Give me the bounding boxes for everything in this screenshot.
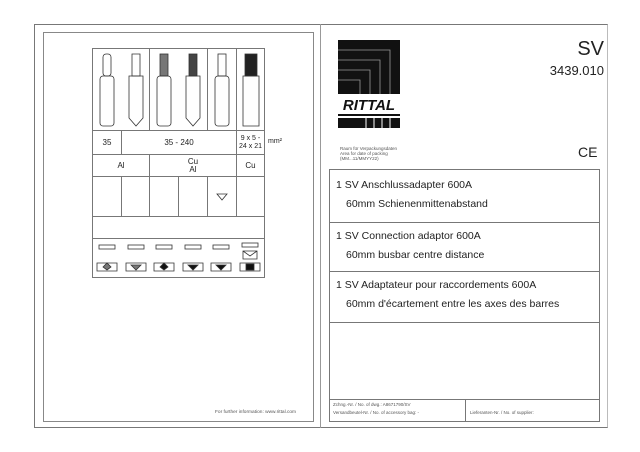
ce-mark: CE bbox=[578, 144, 598, 160]
contents-box: 1 SV Anschlussadapter 600A 60mm Schienen… bbox=[329, 169, 600, 422]
triangle-down-icon bbox=[216, 193, 228, 201]
empty-entry bbox=[330, 323, 599, 400]
conductor-image-sheathed bbox=[207, 48, 237, 131]
clamp-icon bbox=[96, 244, 118, 272]
entry-german: 1 SV Anschlussadapter 600A 60mm Schienen… bbox=[330, 170, 599, 223]
clamp-icon bbox=[153, 244, 175, 272]
product-title: SV bbox=[577, 38, 604, 60]
packing-note: Raum für Verpackungsdaten Area for date … bbox=[340, 146, 398, 161]
entry-line1: 1 SV Adaptateur pour raccordements 600A bbox=[336, 279, 537, 291]
empty-row bbox=[92, 216, 265, 239]
entry-french: 1 SV Adaptateur pour raccordements 600A … bbox=[330, 272, 599, 323]
empty-cell bbox=[207, 176, 237, 217]
conductor-images-cu-al bbox=[149, 48, 208, 131]
stranded-conductor-icons bbox=[156, 53, 201, 127]
unit-label: mm² bbox=[268, 138, 282, 145]
size-cell-35: 35 bbox=[92, 130, 122, 155]
empty-cell bbox=[236, 176, 265, 217]
footer-divider bbox=[465, 400, 466, 422]
empty-cell bbox=[92, 176, 122, 217]
clamp-icons-row bbox=[92, 238, 265, 278]
solid-conductor-icons bbox=[99, 53, 144, 127]
flat-busbar-icon bbox=[242, 53, 260, 126]
part-number: 3439.010 bbox=[549, 63, 604, 78]
conductor-images-al bbox=[92, 48, 150, 131]
empty-cell bbox=[178, 176, 208, 217]
material-cu-al: Cu Al bbox=[149, 154, 237, 177]
clamp-icon bbox=[182, 244, 203, 272]
size-cell-range: 35 - 240 bbox=[121, 130, 237, 155]
document-frame bbox=[34, 24, 608, 428]
empty-cell bbox=[149, 176, 179, 217]
clamp-icon bbox=[125, 244, 146, 272]
entry-line1: 1 SV Anschlussadapter 600A bbox=[336, 179, 473, 191]
drawing-number: Zchng.-Nr. / No. of dwg.: A8671790/SV bbox=[333, 402, 411, 407]
bag-number: Versandbeutel-Nr. / No. of accessory bag… bbox=[333, 410, 420, 415]
svg-text:RITTAL: RITTAL bbox=[343, 97, 395, 114]
further-info-text: For further information: www.rittal.com bbox=[215, 410, 297, 415]
material-cu: Cu bbox=[236, 154, 265, 177]
left-panel bbox=[43, 32, 314, 422]
size-cell-flat: 9 x 5 - 24 x 21 bbox=[236, 130, 265, 155]
entry-english: 1 SV Connection adaptor 600A 60mm busbar… bbox=[330, 223, 599, 272]
conductor-image-flat bbox=[236, 48, 265, 131]
clamp-icon bbox=[210, 244, 232, 272]
entry-line2: 60mm busbar centre distance bbox=[346, 249, 485, 261]
entry-line2: 60mm Schienenmittenabstand bbox=[346, 198, 488, 210]
sheathed-conductor-icon bbox=[214, 53, 230, 126]
empty-cell bbox=[121, 176, 150, 217]
entry-line1: 1 SV Connection adaptor 600A bbox=[336, 230, 481, 242]
clamp-flat-icon bbox=[239, 242, 260, 272]
entry-line2: 60mm d'écartement entre les axes des bar… bbox=[346, 298, 560, 310]
material-al: Al bbox=[92, 154, 150, 177]
panel-divider bbox=[320, 24, 321, 428]
rittal-logo: RITTAL bbox=[338, 40, 400, 128]
supplier-number: Lieferanten-Nr. / No. of supplier: bbox=[470, 410, 534, 415]
